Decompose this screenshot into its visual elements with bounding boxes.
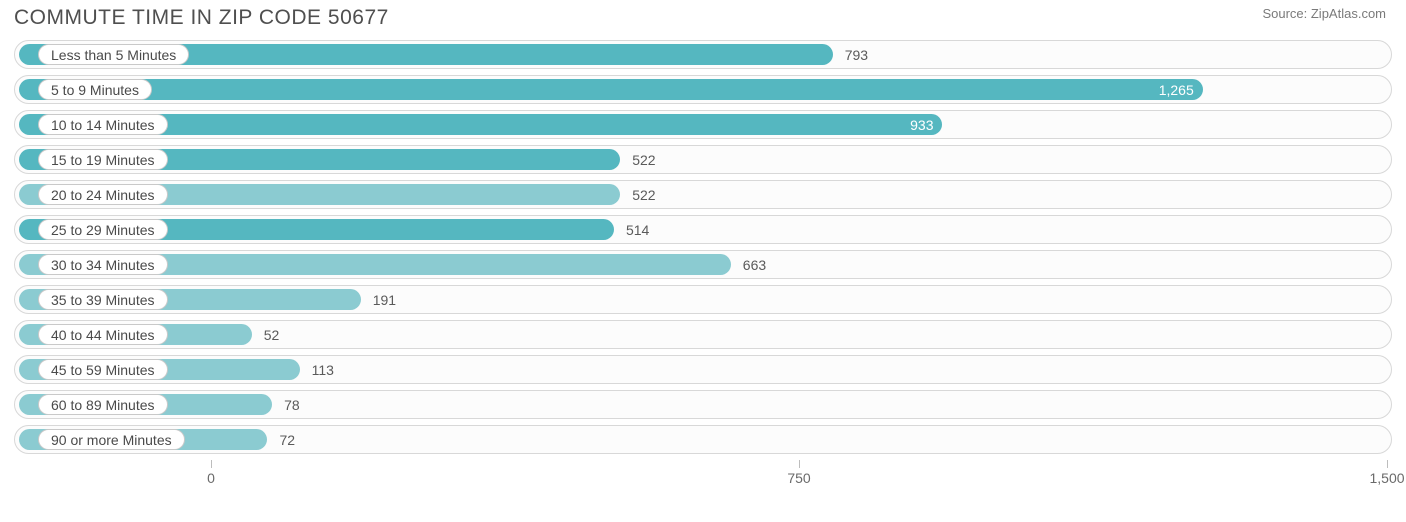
bar-category-label: 90 or more Minutes bbox=[38, 429, 185, 450]
axis-tick-label: 1,500 bbox=[1369, 470, 1404, 486]
bar-value-label: 113 bbox=[312, 355, 334, 384]
bar-category-label: 30 to 34 Minutes bbox=[38, 254, 168, 275]
bar-row: 5 to 9 Minutes 1,265 bbox=[14, 75, 1392, 104]
axis-tick bbox=[211, 460, 212, 468]
chart-title: COMMUTE TIME IN ZIP CODE 50677 bbox=[14, 6, 389, 30]
axis-tick-label: 0 bbox=[207, 470, 215, 486]
bar-value-label: 514 bbox=[626, 215, 649, 244]
chart-header: COMMUTE TIME IN ZIP CODE 50677 Source: Z… bbox=[0, 0, 1406, 36]
bar-value-label: 72 bbox=[279, 425, 295, 454]
bar-category-label: 10 to 14 Minutes bbox=[38, 114, 168, 135]
bar-category-label: Less than 5 Minutes bbox=[38, 44, 189, 65]
axis-tick-label: 750 bbox=[787, 470, 810, 486]
bar-category-label: 35 to 39 Minutes bbox=[38, 289, 168, 310]
bar-value-label: 522 bbox=[632, 145, 655, 174]
bar-fill bbox=[19, 79, 1203, 100]
bar-value-label: 1,265 bbox=[1159, 75, 1194, 104]
bar-row: 25 to 29 Minutes 514 bbox=[14, 215, 1392, 244]
bar-row: 15 to 19 Minutes 522 bbox=[14, 145, 1392, 174]
chart-source: Source: ZipAtlas.com bbox=[1262, 6, 1386, 21]
bar-row: Less than 5 Minutes 793 bbox=[14, 40, 1392, 69]
bar-value-label: 78 bbox=[284, 390, 300, 419]
axis-tick bbox=[799, 460, 800, 468]
bar-row: 10 to 14 Minutes 933 bbox=[14, 110, 1392, 139]
bar-category-label: 60 to 89 Minutes bbox=[38, 394, 168, 415]
bar-row: 45 to 59 Minutes 113 bbox=[14, 355, 1392, 384]
bar-row: 60 to 89 Minutes 78 bbox=[14, 390, 1392, 419]
bar-value-label: 191 bbox=[373, 285, 396, 314]
bar-row: 40 to 44 Minutes 52 bbox=[14, 320, 1392, 349]
bar-row: 20 to 24 Minutes 522 bbox=[14, 180, 1392, 209]
bar-value-label: 663 bbox=[743, 250, 766, 279]
bar-category-label: 5 to 9 Minutes bbox=[38, 79, 152, 100]
bar-category-label: 20 to 24 Minutes bbox=[38, 184, 168, 205]
bar-value-label: 522 bbox=[632, 180, 655, 209]
bar-category-label: 40 to 44 Minutes bbox=[38, 324, 168, 345]
bar-category-label: 25 to 29 Minutes bbox=[38, 219, 168, 240]
bar-category-label: 45 to 59 Minutes bbox=[38, 359, 168, 380]
bar-category-label: 15 to 19 Minutes bbox=[38, 149, 168, 170]
chart-area: Less than 5 Minutes 793 5 to 9 Minutes 1,26… bbox=[0, 36, 1406, 454]
bar-value-label: 793 bbox=[845, 40, 868, 69]
bar-value-label: 933 bbox=[910, 110, 933, 139]
x-axis: 07501,500 bbox=[14, 460, 1392, 490]
bar-row: 30 to 34 Minutes 663 bbox=[14, 250, 1392, 279]
bar-row: 35 to 39 Minutes 191 bbox=[14, 285, 1392, 314]
bar-row: 90 or more Minutes 72 bbox=[14, 425, 1392, 454]
axis-tick bbox=[1387, 460, 1388, 468]
bar-value-label: 52 bbox=[264, 320, 280, 349]
